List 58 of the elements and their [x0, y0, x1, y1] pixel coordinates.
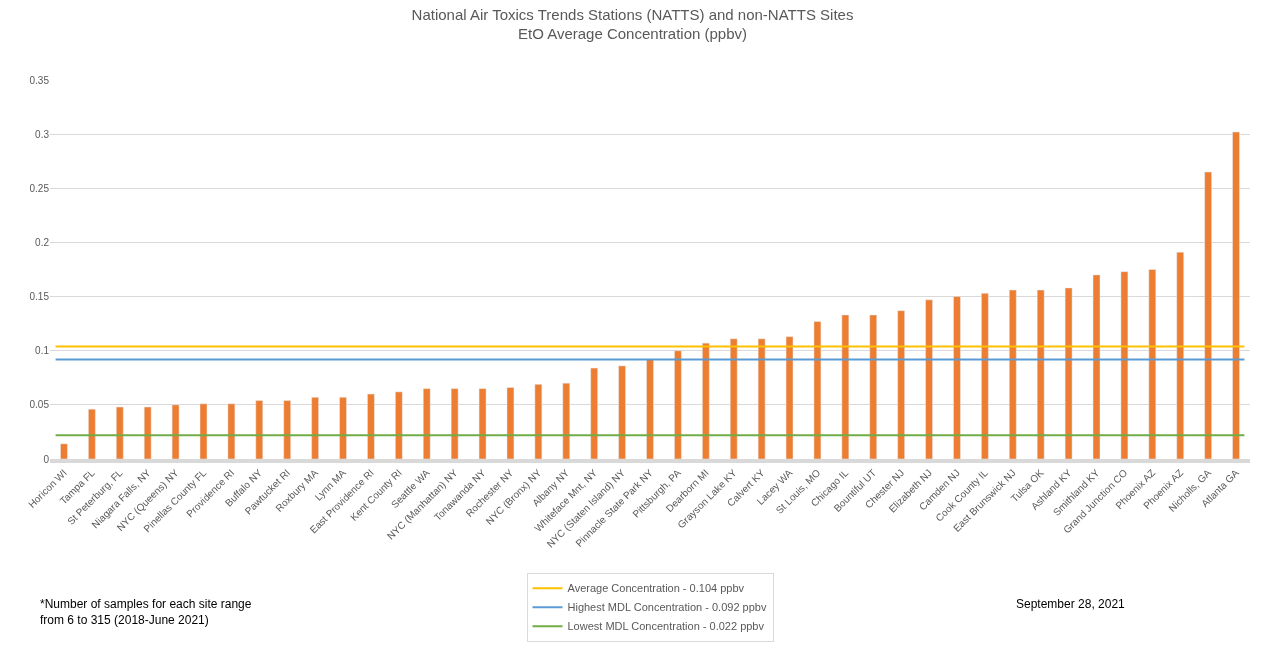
bar	[841, 314, 850, 459]
bar	[757, 338, 766, 459]
bar	[1148, 269, 1157, 459]
bar	[339, 397, 347, 459]
bar	[60, 443, 68, 459]
bar	[1064, 287, 1073, 459]
bar	[1176, 251, 1184, 459]
bar	[590, 367, 598, 459]
y-tick-label: 0.05	[29, 399, 50, 411]
bar	[423, 388, 431, 459]
bar	[953, 296, 961, 459]
bar	[785, 336, 794, 459]
bar	[311, 397, 319, 459]
bar	[1092, 274, 1101, 459]
y-tick-label: 0.35	[29, 74, 50, 86]
bar	[813, 321, 822, 459]
legend-label: Average Concentration - 0.104 ppbv	[567, 582, 745, 595]
y-tick-label: 0.1	[35, 345, 50, 357]
legend-label: Lowest MDL Concentration - 0.022 ppbv	[567, 620, 765, 633]
legend-label: Highest MDL Concentration - 0.092 ppbv	[567, 601, 767, 614]
bar	[1232, 131, 1240, 459]
bar	[255, 400, 264, 459]
text: *Number of samples for each site range from 6 to 315 (2018-June 2021)	[40, 597, 252, 627]
y-tick-label: 0	[43, 453, 50, 465]
bar	[562, 382, 571, 459]
bar	[1036, 289, 1045, 459]
bar	[227, 403, 236, 459]
bar	[478, 388, 487, 459]
bar	[1120, 271, 1129, 459]
bar	[534, 384, 543, 459]
bar	[506, 387, 515, 459]
y-tick-label: 0.15	[29, 291, 50, 303]
y-tick-label: 0.25	[29, 182, 50, 194]
bar	[869, 314, 877, 459]
bar	[1204, 171, 1212, 459]
bar	[925, 299, 933, 459]
bar	[116, 406, 124, 459]
bar	[674, 350, 682, 459]
bar	[618, 365, 626, 459]
y-tick-label: 0.2	[35, 236, 50, 248]
bar	[450, 388, 459, 459]
bar	[171, 404, 180, 459]
chart-title: National Air Toxics Trends Stations (NATTS) and non-NATTS Sites	[411, 5, 854, 23]
bar	[143, 406, 152, 459]
bar	[646, 359, 654, 459]
bar	[897, 310, 905, 459]
bar	[199, 403, 208, 459]
bar	[729, 338, 738, 459]
bar	[88, 408, 96, 459]
chart-subtitle: EtO Average Concentration (ppbv)	[517, 25, 748, 43]
bar	[702, 342, 710, 459]
bar	[395, 391, 403, 459]
bar	[283, 400, 291, 459]
y-tick-label: 0.3	[35, 128, 50, 140]
bar	[1009, 289, 1017, 459]
bar	[981, 293, 989, 459]
bar	[367, 393, 375, 459]
text: September 28, 2021	[1016, 597, 1126, 611]
